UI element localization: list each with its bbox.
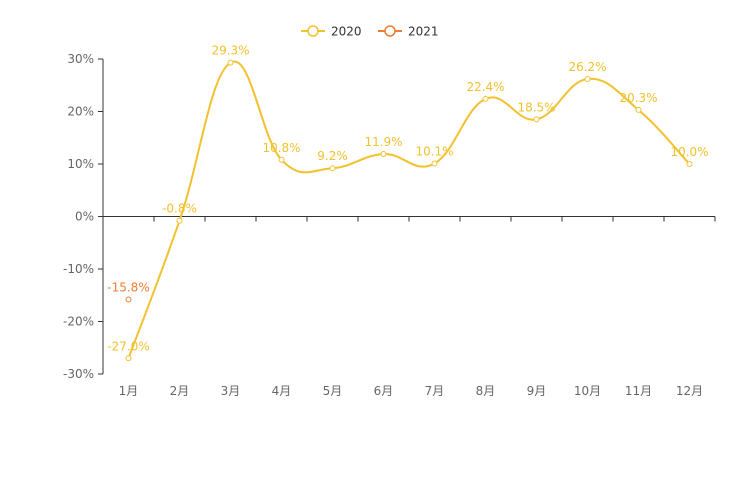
data-point-2020[interactable] — [686, 161, 693, 167]
data-points — [125, 59, 693, 362]
data-point-2020[interactable] — [533, 116, 540, 123]
x-tick-label: 5月 — [323, 384, 343, 398]
data-label-2020: -27.0% — [107, 339, 149, 353]
y-tick-label: 20% — [67, 105, 94, 119]
series-lines — [127, 60, 691, 359]
legend-label-2020: 2020 — [331, 25, 362, 39]
x-axis-ticks: 1月 2月 3月 4月 5月 6月 7月 8月 9月 10月 11月 12月 — [102, 216, 716, 398]
data-label-2020: 10.0% — [670, 145, 708, 159]
data-label-2020: 9.2% — [317, 149, 348, 163]
series-line-2020 — [127, 60, 691, 359]
x-tick-label: 10月 — [574, 384, 601, 398]
data-label-2020: 18.5% — [517, 100, 555, 114]
data-point-2020[interactable] — [227, 59, 234, 66]
x-tick-label: 1月 — [119, 384, 139, 398]
y-tick-label: 0% — [75, 210, 94, 224]
legend-item-2020[interactable]: 2020 — [301, 25, 362, 39]
x-tick-label: 8月 — [476, 384, 496, 398]
data-point-2020[interactable] — [635, 106, 642, 113]
data-point-2020[interactable] — [329, 165, 336, 172]
x-tick-label: 9月 — [527, 384, 547, 398]
data-label-2020: 20.3% — [619, 91, 657, 105]
legend-label-2021: 2021 — [408, 25, 439, 39]
data-point-2020[interactable] — [176, 217, 183, 224]
data-label-2020: 26.2% — [568, 60, 606, 74]
data-label-2020: 29.3% — [211, 44, 249, 58]
data-label-2020: -0.8% — [162, 202, 197, 216]
data-point-2020[interactable] — [584, 75, 591, 82]
data-point-2020[interactable] — [482, 95, 489, 102]
data-label-2020: 11.9% — [364, 135, 402, 149]
y-tick-label: 30% — [67, 52, 94, 66]
x-tick-label: 3月 — [221, 384, 241, 398]
y-tick-label: -10% — [63, 262, 94, 276]
x-tick-label: 2月 — [170, 384, 190, 398]
data-label-2020: 22.4% — [466, 80, 504, 94]
y-tick-label: -30% — [63, 367, 94, 381]
data-label-2020: 10.1% — [415, 144, 453, 158]
legend-item-2021[interactable]: 2021 — [378, 25, 439, 39]
y-axis-ticks: 30% 20% 10% 0% -10% -20% -30% — [63, 52, 103, 381]
y-tick-label: -20% — [63, 315, 94, 329]
x-tick-label: 4月 — [272, 384, 292, 398]
data-point-2020[interactable] — [380, 151, 387, 158]
data-label-2021: -15.8% — [107, 280, 149, 294]
x-tick-label: 7月 — [425, 384, 445, 398]
data-point-2020[interactable] — [431, 160, 438, 167]
legend-marker-2021 — [384, 25, 396, 37]
x-tick-label: 6月 — [374, 384, 394, 398]
data-label-2020: 10.8% — [262, 141, 300, 155]
x-tick-label: 11月 — [625, 384, 652, 398]
data-point-2021[interactable] — [125, 296, 132, 303]
x-tick-label: 12月 — [676, 384, 703, 398]
legend: 2020 2021 — [301, 25, 439, 39]
y-tick-label: 10% — [67, 157, 94, 171]
data-labels: -27.0% -0.8% 29.3% 10.8% 9.2% 11.9% 10.1% 22.4%… — [107, 44, 708, 354]
legend-marker-2020 — [307, 25, 319, 37]
data-point-2020[interactable] — [125, 355, 132, 362]
data-point-2020[interactable] — [278, 156, 285, 163]
